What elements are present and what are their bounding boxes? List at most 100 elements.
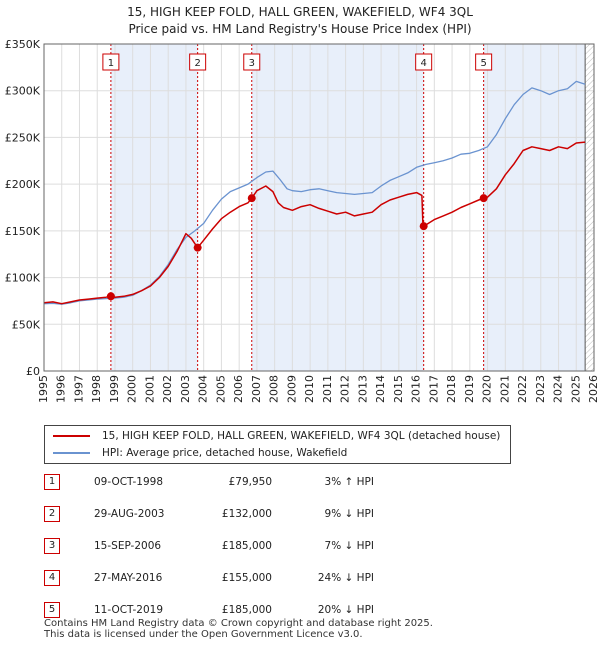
sale-badge: 1 xyxy=(44,474,60,490)
x-tick-label: 2003 xyxy=(179,375,192,403)
table-row: 5 11-OCT-2019 £185,000 20% ↓ HPI xyxy=(44,602,584,618)
table-row: 3 15-SEP-2006 £185,000 7% ↓ HPI xyxy=(44,538,584,554)
y-tick-label: £100K xyxy=(5,272,41,285)
sale-price: £185,000 xyxy=(221,540,272,552)
x-tick-label: 2019 xyxy=(463,375,476,403)
x-tick-label: 2007 xyxy=(250,375,263,403)
sale-badge-label: 3 xyxy=(249,58,255,69)
y-tick-label: £150K xyxy=(5,225,41,238)
future-hatch-layer xyxy=(584,44,594,371)
sale-hpi-change: 9% ↓ HPI xyxy=(324,508,374,520)
x-tick-label: 2005 xyxy=(214,375,227,403)
sale-badge: 4 xyxy=(44,570,60,586)
sale-badge-box xyxy=(475,53,493,71)
x-tick-label: 1999 xyxy=(108,375,121,403)
y-tick-label: £50K xyxy=(12,318,41,331)
ownership-shade xyxy=(251,44,424,371)
axes-layer: £0 £50K £100K £150K £200K £250K £300K £350K 1995… xyxy=(5,38,600,403)
x-tick-label: 2010 xyxy=(303,375,316,403)
sale-badge-box xyxy=(102,53,120,71)
x-tick-label: 2004 xyxy=(197,375,210,403)
y-tick-label: £250K xyxy=(5,131,41,144)
sale-point xyxy=(247,194,256,203)
sale-hpi-change: 7% ↓ HPI xyxy=(324,540,374,552)
x-tick-label: 1998 xyxy=(90,375,103,403)
x-tick-label: 2006 xyxy=(232,375,245,403)
x-tick-label: 2001 xyxy=(143,375,156,403)
x-tick-label: 2026 xyxy=(587,375,600,403)
legend-swatch-red xyxy=(53,435,90,437)
x-tick-label: 2023 xyxy=(534,375,547,403)
x-tick-label: 2025 xyxy=(569,375,582,403)
table-row: 2 29-AUG-2003 £132,000 9% ↓ HPI xyxy=(44,506,584,522)
sale-badge-box xyxy=(189,53,207,71)
sale-date: 15-SEP-2006 xyxy=(94,540,162,552)
sale-badge-box xyxy=(415,53,433,71)
table-row: 4 27-MAY-2016 £155,000 24% ↓ HPI xyxy=(44,570,584,586)
x-tick-label: 2014 xyxy=(374,375,387,403)
title-line-1: 15, HIGH KEEP FOLD, HALL GREEN, WAKEFIEL… xyxy=(127,5,473,19)
sale-badge: 3 xyxy=(44,538,60,554)
sale-badges-layer: 1 2 3 4 5 xyxy=(102,53,493,71)
x-tick-label: 2017 xyxy=(427,375,440,403)
x-tick-label: 1995 xyxy=(37,375,50,403)
x-tick-label: 2000 xyxy=(126,375,139,403)
footer-copyright: Contains HM Land Registry data © Crown c… xyxy=(44,618,433,629)
price-chart: 1 2 3 4 5 £0 £50K £100K £150K £200K £250K £300K £35… xyxy=(5,38,600,403)
x-tick-label: 2013 xyxy=(356,375,369,403)
sale-vlines-layer xyxy=(110,44,485,371)
sale-price: £79,950 xyxy=(228,476,272,488)
x-tick-label: 2011 xyxy=(321,375,334,403)
footer: Contains HM Land Registry data © Crown c… xyxy=(44,618,433,640)
x-tick-label: 2002 xyxy=(161,375,174,403)
shade-layer xyxy=(110,44,586,371)
y-tick-label: £350K xyxy=(5,38,41,51)
x-tick-label: 2016 xyxy=(410,375,423,403)
legend-swatch-blue xyxy=(53,452,90,454)
sale-points-layer xyxy=(106,194,488,301)
sale-point xyxy=(106,292,115,301)
table-row: 1 09-OCT-1998 £79,950 3% ↑ HPI xyxy=(44,474,584,490)
sale-hpi-change: 3% ↑ HPI xyxy=(324,476,374,488)
legend: 15, HIGH KEEP FOLD, HALL GREEN, WAKEFIEL… xyxy=(44,425,511,464)
sale-badge: 5 xyxy=(44,602,60,618)
sale-price: £185,000 xyxy=(221,604,272,616)
legend-label-red: 15, HIGH KEEP FOLD, HALL GREEN, WAKEFIEL… xyxy=(102,430,501,442)
x-tick-label: 2018 xyxy=(445,375,458,403)
x-tick-label: 2012 xyxy=(339,375,352,403)
legend-item-blue: HPI: Average price, detached house, Wake… xyxy=(53,445,347,461)
y-tick-label: £0 xyxy=(26,365,40,378)
sale-price: £132,000 xyxy=(221,508,272,520)
sale-point xyxy=(419,222,428,231)
x-tick-label: 2020 xyxy=(481,375,494,403)
ownership-shade xyxy=(483,44,586,371)
x-tick-label: 1996 xyxy=(55,375,68,403)
legend-item-red: 15, HIGH KEEP FOLD, HALL GREEN, WAKEFIEL… xyxy=(53,428,500,444)
sale-date: 27-MAY-2016 xyxy=(94,572,163,584)
sale-badge-label: 2 xyxy=(194,58,200,69)
sale-hpi-change: 20% ↓ HPI xyxy=(317,604,374,616)
sale-date: 11-OCT-2019 xyxy=(94,604,163,616)
sale-point xyxy=(193,243,202,252)
y-tick-label: £200K xyxy=(5,178,41,191)
sale-badge-label: 5 xyxy=(480,58,486,69)
ownership-shade xyxy=(110,44,198,371)
sale-date: 29-AUG-2003 xyxy=(94,508,165,520)
sale-hpi-change: 24% ↓ HPI xyxy=(317,572,374,584)
x-tick-label: 1997 xyxy=(72,375,85,403)
sale-point xyxy=(479,194,488,203)
sale-badge-label: 4 xyxy=(420,58,426,69)
x-tick-label: 2015 xyxy=(392,375,405,403)
chart-title: 15, HIGH KEEP FOLD, HALL GREEN, WAKEFIEL… xyxy=(0,4,600,38)
y-tick-label: £300K xyxy=(5,85,41,98)
x-tick-label: 2021 xyxy=(498,375,511,403)
sale-badge-label: 1 xyxy=(108,58,114,69)
title-line-2: Price paid vs. HM Land Registry's House … xyxy=(128,22,472,36)
legend-label-blue: HPI: Average price, detached house, Wake… xyxy=(102,447,348,459)
sale-date: 09-OCT-1998 xyxy=(94,476,163,488)
future-hatch xyxy=(585,44,594,371)
x-tick-label: 2022 xyxy=(516,375,529,403)
sale-badge-box xyxy=(243,53,261,71)
sale-price: £155,000 xyxy=(221,572,272,584)
sale-badge: 2 xyxy=(44,506,60,522)
